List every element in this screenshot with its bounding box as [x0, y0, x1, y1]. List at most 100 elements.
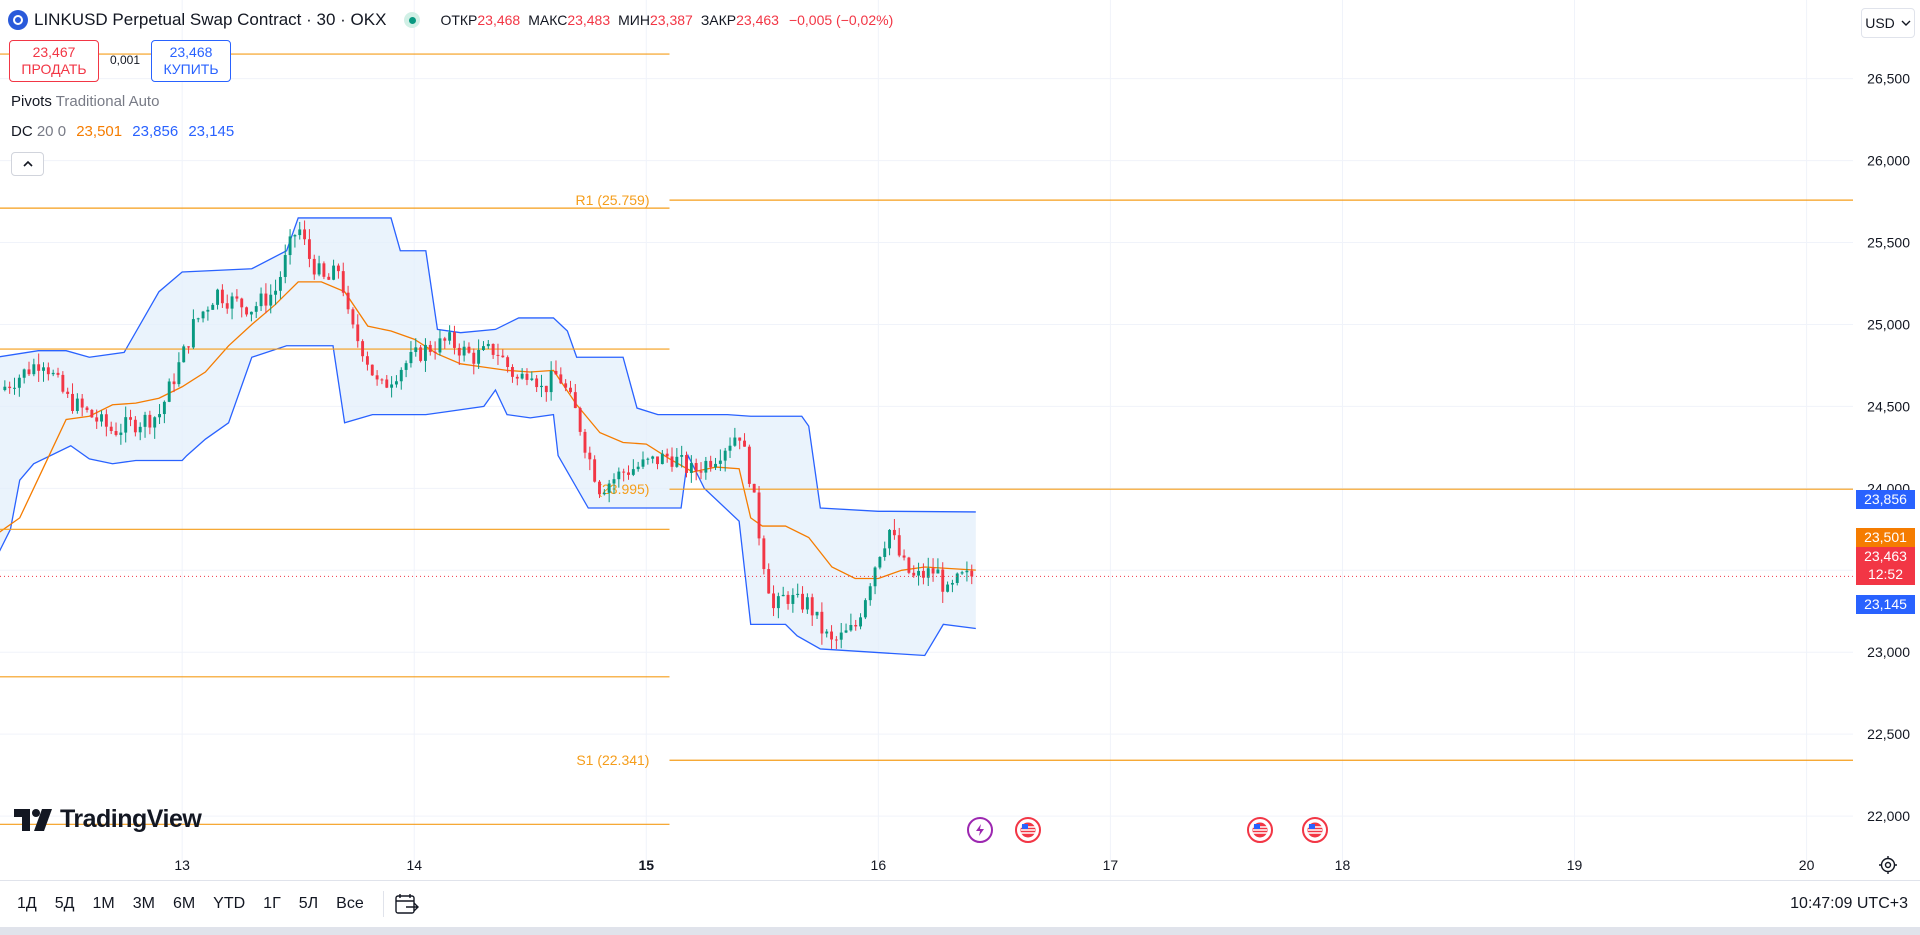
range-button[interactable]: Все — [336, 895, 364, 912]
candle-body — [680, 455, 684, 457]
candle-body — [892, 529, 896, 536]
candle-body — [172, 381, 176, 385]
last-price-tag: 23,463 12:52 — [1856, 547, 1915, 585]
candle-body — [781, 594, 785, 597]
pivots-name: Pivots — [11, 93, 52, 110]
tradingview-logo-icon — [14, 808, 52, 831]
candle-body — [327, 276, 331, 280]
candle-body — [148, 414, 152, 428]
candle-body — [80, 398, 84, 408]
chevron-down-icon — [1901, 20, 1911, 26]
us-news-event-marker[interactable] — [1247, 817, 1273, 843]
candle-body — [868, 586, 872, 601]
candle-body — [593, 459, 597, 482]
market-status-icon[interactable] — [404, 12, 421, 28]
symbol-title[interactable]: LINKUSD Perpetual Swap Contract · 30 · O… — [34, 10, 387, 29]
candle-body — [511, 367, 514, 377]
candle-body — [926, 568, 930, 578]
price-tick-label: 26,500 — [1867, 71, 1910, 87]
calendar-icon[interactable] — [394, 892, 420, 916]
symbol-legend: LINKUSD Perpetual Swap Contract · 30 · O… — [8, 10, 893, 30]
candle-body — [278, 276, 282, 291]
dc-fill — [0, 217, 976, 656]
price-tick-label: 22,500 — [1867, 726, 1910, 742]
us-news-event-marker[interactable] — [1302, 817, 1328, 843]
price-tick-label: 25,500 — [1867, 235, 1910, 251]
chainlink-logo-icon — [8, 10, 28, 30]
currency-selector[interactable]: USD — [1861, 8, 1915, 38]
candle-body — [472, 352, 476, 364]
candle-body — [119, 432, 123, 435]
us-flag-icon — [1252, 822, 1268, 838]
sell-button[interactable]: 23,467 ПРОДАТЬ — [9, 40, 99, 82]
dc-basis-value: 23,501 — [76, 123, 123, 140]
time-tick-label: 20 — [1799, 857, 1815, 873]
candle-body — [390, 384, 394, 388]
candle-body — [361, 341, 365, 357]
us-news-event-marker[interactable] — [1015, 817, 1041, 843]
candle-body — [762, 538, 766, 570]
price-axis[interactable]: 26,50026,00025,50025,00024,50024,00023,5… — [1867, 71, 1910, 824]
gear-icon[interactable] — [1878, 855, 1898, 875]
range-button[interactable]: 1Г — [263, 895, 281, 912]
candle-body — [849, 625, 853, 631]
us-flag-icon — [1307, 822, 1323, 838]
candle-body — [42, 367, 45, 371]
range-button[interactable]: 6М — [172, 895, 196, 912]
candle-body — [607, 483, 611, 493]
dc-upper-value: 23,856 — [132, 123, 179, 140]
candle-body — [385, 379, 389, 388]
toolbar-divider — [382, 891, 384, 917]
range-button[interactable]: 1М — [92, 895, 115, 912]
range-button[interactable]: 3М — [132, 895, 155, 912]
candle-body — [138, 426, 142, 433]
candle-body — [496, 354, 500, 356]
candle-body — [559, 374, 563, 384]
candle-body — [501, 355, 505, 358]
candle-body — [143, 414, 147, 427]
buy-button[interactable]: 23,468 КУПИТЬ — [151, 40, 231, 82]
bottom-toolbar: 1Д 5Д 1М 3М 6М YTD 1Г 5Л Все — [0, 880, 1920, 927]
dc-upper-line — [0, 217, 976, 513]
range-button[interactable]: 5Д — [54, 895, 75, 912]
candle-body — [955, 573, 959, 583]
bar-countdown: 12:52 — [1867, 566, 1904, 582]
candle-body — [946, 584, 950, 592]
candle-body — [27, 369, 31, 375]
candle-body — [457, 347, 461, 356]
time-axis[interactable]: 13 14 15 16 17 18 19 20 — [174, 857, 1814, 873]
range-button[interactable]: 1Д — [17, 895, 37, 912]
candle-body — [902, 555, 906, 558]
candle-body — [51, 372, 55, 375]
last-price-value: 23,463 — [1864, 548, 1907, 564]
candle-body — [259, 293, 263, 307]
earnings-event-marker[interactable] — [967, 817, 993, 843]
candle-body — [839, 632, 843, 640]
close-value: 23,463 — [736, 12, 779, 28]
candle-body — [805, 597, 809, 610]
range-button[interactable]: YTD — [213, 895, 246, 912]
candle-body — [631, 469, 635, 475]
candle-body — [917, 570, 921, 576]
candle-body — [718, 460, 722, 464]
clock-timezone[interactable]: 10:47:09 UTC+3 — [1790, 895, 1908, 912]
candle-body — [332, 265, 336, 280]
candle-body — [109, 426, 113, 432]
candle-body — [694, 463, 698, 472]
candle-body — [738, 437, 742, 441]
candle-body — [656, 456, 659, 465]
dc-args: 20 0 — [36, 123, 67, 140]
candle-body — [307, 239, 311, 259]
candle-body — [486, 343, 490, 347]
price-tick-label: 24,500 — [1867, 398, 1910, 414]
donchian-legend[interactable]: DC 20 0 23,501 23,856 23,145 — [11, 123, 234, 140]
collapse-legend-button[interactable] — [11, 152, 44, 176]
candle-body — [651, 456, 655, 459]
close-label: ЗАКР — [700, 12, 737, 28]
candle-body — [921, 570, 925, 578]
range-button[interactable]: 5Л — [298, 895, 319, 912]
pivots-legend[interactable]: Pivots Traditional Auto — [11, 93, 159, 110]
chevron-up-icon — [22, 160, 33, 167]
tradingview-logo[interactable]: TradingView — [14, 805, 202, 834]
